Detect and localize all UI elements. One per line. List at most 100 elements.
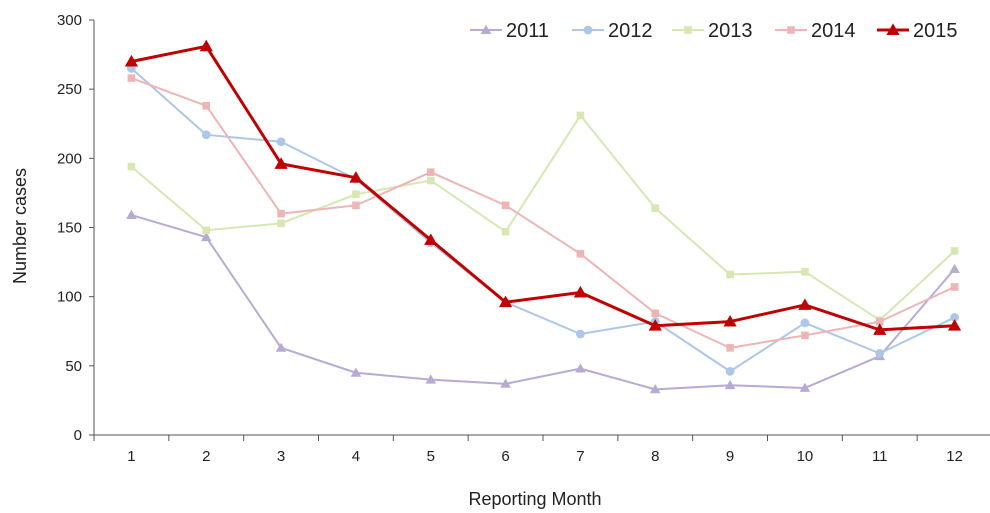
legend-marker [583, 25, 593, 35]
data-point-2012 [576, 329, 585, 339]
data-point-2013 [352, 190, 360, 199]
x-tick-label: 11 [872, 448, 888, 465]
series-2015 [124, 39, 962, 335]
data-point-2011 [200, 231, 212, 242]
legend-item-2014: 2014 [775, 20, 856, 42]
data-point-2011 [500, 378, 511, 388]
data-point-2015 [424, 233, 438, 245]
series-line-2013 [130, 114, 956, 322]
data-point-2013 [426, 176, 435, 185]
data-point-2014 [352, 201, 360, 210]
data-point-2012 [875, 348, 885, 358]
data-point-2014 [501, 201, 510, 210]
data-point-2014 [726, 344, 734, 352]
data-point-2015 [124, 54, 139, 67]
data-point-2014 [875, 317, 884, 326]
legend-label: 2014 [811, 20, 856, 42]
legend-marker [886, 23, 900, 35]
legend-label: 2012 [608, 20, 653, 42]
data-point-2011 [949, 263, 960, 273]
data-point-2012 [276, 137, 286, 147]
data-point-2012 [800, 318, 810, 328]
data-point-2011 [724, 379, 736, 390]
x-tick-label: 8 [651, 448, 659, 465]
data-point-2013 [202, 226, 211, 235]
y-tick-label: 250 [57, 81, 82, 98]
data-point-2014 [127, 74, 136, 82]
legend-label: 2013 [708, 20, 753, 42]
y-tick-label: 200 [57, 150, 82, 167]
y-axis-title: Number cases [10, 168, 30, 284]
data-point-2012 [950, 313, 959, 322]
data-point-2015 [798, 298, 812, 310]
y-tick-label: 50 [65, 358, 82, 375]
data-point-2014 [950, 283, 959, 291]
x-tick-label: 12 [946, 448, 963, 465]
data-point-2015 [199, 39, 213, 52]
y-tick-label: 100 [57, 289, 82, 306]
series-line-2011 [131, 214, 956, 391]
legend-marker [684, 26, 692, 34]
x-tick-label: 7 [576, 448, 584, 465]
y-tick-label: 0 [74, 427, 82, 444]
data-point-2013 [501, 227, 510, 236]
legend-item-2015: 2015 [877, 20, 958, 42]
data-point-2013 [576, 111, 585, 120]
data-point-2014 [801, 331, 809, 340]
data-point-2013 [726, 270, 734, 279]
legend-marker [787, 26, 795, 34]
x-axis-title: Reporting Month [468, 489, 601, 509]
x-tick-label: 9 [726, 448, 734, 465]
data-point-2013 [127, 162, 136, 171]
data-point-2012 [725, 366, 735, 376]
series-line-2015 [131, 44, 955, 332]
data-point-2013 [950, 247, 959, 255]
legend: 2011 2012 2013 2014 2015 [470, 20, 958, 42]
data-point-2014 [576, 249, 585, 258]
legend-item-2013: 2013 [672, 20, 753, 42]
data-point-2013 [651, 204, 660, 212]
data-point-2015 [498, 295, 513, 308]
data-point-2012 [201, 130, 211, 140]
data-point-2014 [277, 209, 285, 218]
x-tick-label: 3 [277, 448, 285, 465]
data-point-2015 [573, 285, 588, 298]
series-2014 [127, 74, 959, 352]
x-tick-label: 6 [501, 448, 509, 465]
data-point-2011 [126, 209, 137, 220]
x-tick-label: 10 [797, 448, 814, 465]
data-point-2011 [350, 367, 362, 377]
x-tick-label: 5 [427, 448, 435, 465]
data-point-2011 [649, 384, 661, 394]
x-tick-label: 2 [202, 448, 210, 465]
series-line-2012 [130, 67, 956, 373]
plot-area [124, 39, 962, 394]
data-point-2014 [651, 309, 660, 318]
data-point-2015 [723, 314, 737, 327]
data-point-2015 [873, 323, 887, 335]
x-tick-label: 4 [352, 448, 360, 465]
data-point-2015 [648, 319, 662, 331]
data-point-2015 [274, 157, 288, 169]
data-point-2013 [277, 219, 285, 228]
data-point-2014 [426, 168, 435, 176]
data-point-2015 [349, 171, 363, 183]
legend-marker [480, 24, 492, 34]
data-point-2015 [947, 319, 962, 331]
data-point-2013 [801, 267, 809, 276]
series-2013 [127, 111, 959, 324]
data-point-2011 [275, 342, 287, 352]
series-line-2014 [131, 77, 956, 349]
y-tick-label: 300 [57, 12, 82, 29]
legend-item-2012: 2012 [572, 20, 653, 42]
data-point-2011 [575, 363, 586, 373]
x-tick-label: 1 [127, 448, 135, 465]
data-point-2014 [202, 101, 211, 110]
data-point-2011 [799, 382, 811, 392]
legend-label: 2011 [506, 20, 549, 42]
data-point-2011 [425, 374, 437, 384]
legend-label: 2015 [913, 20, 958, 42]
legend-item-2011: 2011 [470, 20, 549, 42]
